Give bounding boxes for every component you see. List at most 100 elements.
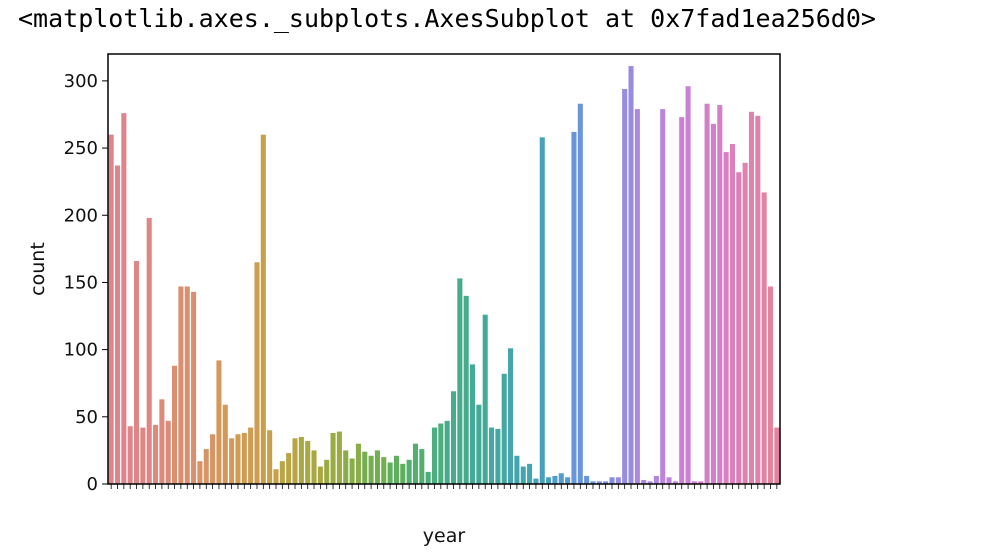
bar — [305, 441, 311, 484]
bar — [412, 443, 419, 484]
bar — [698, 481, 704, 484]
bar — [660, 109, 666, 484]
y-tick-label: 300 — [64, 71, 98, 92]
bar — [679, 117, 685, 484]
bar — [584, 475, 590, 484]
bar — [127, 426, 133, 484]
bar — [672, 481, 678, 484]
bar — [596, 481, 602, 484]
bar — [527, 463, 533, 484]
bar — [748, 111, 755, 484]
bar — [279, 461, 285, 484]
bar — [717, 105, 723, 484]
bar — [431, 427, 438, 484]
bar — [685, 86, 691, 484]
bar — [146, 217, 152, 484]
bar — [381, 457, 387, 485]
bar — [641, 479, 647, 484]
bar — [368, 455, 374, 484]
bar — [609, 477, 615, 484]
y-tick-label: 250 — [64, 138, 98, 159]
bar — [729, 144, 735, 484]
bar — [558, 473, 564, 484]
bar — [286, 453, 292, 484]
bar — [400, 463, 406, 484]
bar — [172, 365, 178, 484]
bar — [463, 295, 469, 485]
y-tick-label: 200 — [64, 205, 98, 226]
bar — [191, 291, 197, 484]
bar — [520, 466, 526, 484]
bar — [476, 404, 482, 484]
bar — [121, 113, 127, 485]
bar — [197, 461, 203, 484]
bar — [628, 66, 634, 484]
bar — [362, 451, 368, 484]
bar — [108, 134, 114, 485]
bar — [393, 455, 399, 484]
bar — [767, 286, 774, 484]
bar — [241, 432, 247, 484]
y-tick-label: 100 — [64, 340, 98, 361]
bar — [774, 427, 780, 484]
plot-frame — [107, 53, 781, 485]
bar — [742, 162, 748, 484]
bar — [311, 450, 317, 484]
y-tick-label: 0 — [87, 474, 98, 495]
bar — [438, 423, 444, 484]
bar — [317, 466, 323, 484]
bar — [603, 481, 609, 484]
bar — [590, 481, 596, 484]
bar — [615, 477, 621, 484]
bar — [349, 458, 355, 484]
bar — [254, 262, 260, 484]
y-tick-label: 50 — [75, 407, 98, 428]
bar — [469, 364, 476, 484]
y-tick-label: 150 — [64, 272, 98, 293]
bar — [419, 449, 425, 484]
bar — [203, 449, 209, 484]
bar — [552, 475, 558, 484]
bar — [178, 286, 184, 484]
bar — [710, 123, 716, 485]
bar — [216, 360, 222, 485]
bar — [267, 430, 273, 484]
bar — [273, 469, 279, 484]
bar — [374, 450, 380, 484]
bar — [565, 477, 571, 484]
bar — [482, 314, 488, 484]
bar — [501, 373, 507, 484]
bar — [723, 152, 729, 484]
bar — [755, 115, 761, 484]
bar — [406, 459, 412, 484]
bar — [571, 131, 577, 484]
bar — [546, 477, 552, 484]
bars-group — [108, 66, 780, 485]
bar — [343, 450, 349, 484]
x-axis-label: year — [423, 525, 466, 547]
bar — [292, 438, 298, 484]
bar — [457, 278, 463, 484]
bar — [133, 260, 140, 484]
bar — [761, 192, 767, 484]
bar — [235, 434, 241, 484]
bar — [324, 459, 330, 484]
bar — [330, 432, 336, 484]
output-repr-text: <matplotlib.axes._subplots.AxesSubplot a… — [18, 4, 876, 33]
bar — [210, 434, 216, 484]
bar — [222, 404, 228, 484]
bar — [691, 481, 697, 484]
bar — [114, 165, 121, 484]
bar — [533, 478, 539, 485]
bar — [298, 436, 304, 484]
y-axis-label: count — [27, 242, 49, 296]
bar — [336, 431, 342, 484]
bar — [450, 391, 457, 484]
bar — [425, 471, 431, 484]
bar — [539, 137, 545, 484]
bar — [355, 443, 361, 484]
bar — [184, 286, 190, 484]
bar — [704, 103, 710, 484]
bar — [229, 438, 235, 484]
